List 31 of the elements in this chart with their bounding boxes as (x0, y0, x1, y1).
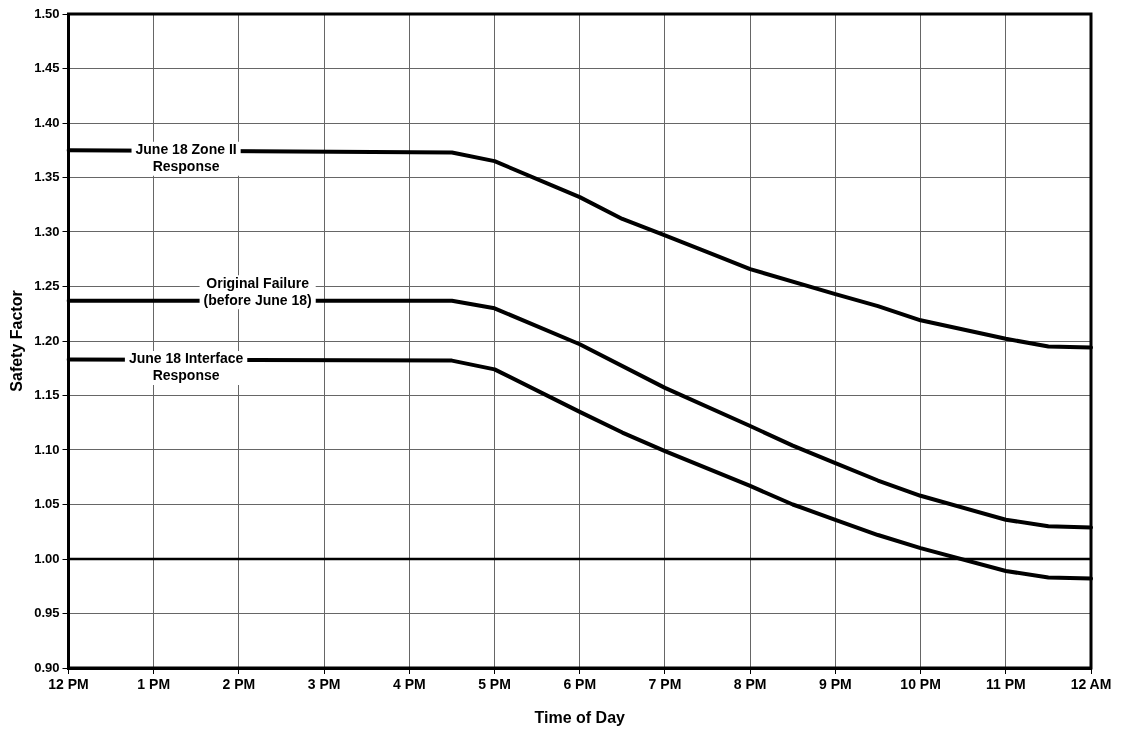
y-tick-label: 1.50 (34, 5, 60, 21)
y-tick-label: 1.10 (34, 441, 60, 457)
x-tick-label: 3 PM (307, 676, 341, 693)
y-tick-label: 1.05 (34, 496, 60, 512)
y-tick-label: 0.90 (34, 659, 60, 675)
y-tick-label: 1.40 (34, 114, 60, 130)
y-tick-label: 1.30 (34, 223, 60, 239)
x-tick-label: 1 PM (137, 676, 171, 693)
x-tick-label: 2 PM (222, 676, 256, 693)
x-axis-title: Time of Day (534, 708, 626, 726)
series-label: June 18 Interface Response (128, 350, 244, 384)
x-tick-label: 6 PM (563, 676, 597, 693)
y-tick-label: 1.25 (34, 278, 60, 294)
y-tick-label: 1.45 (34, 60, 60, 76)
y-tick-label: 0.95 (34, 605, 60, 621)
y-tick-label: 1.15 (34, 387, 60, 403)
x-tick-label: 10 PM (900, 676, 941, 693)
x-tick-label: 12 PM (48, 676, 89, 693)
x-tick-label: 12 AM (1070, 676, 1112, 693)
x-tick-label: 5 PM (478, 676, 511, 693)
y-tick-label: 1.35 (34, 169, 60, 185)
x-tick-label: 7 PM (648, 676, 682, 693)
x-tick-label: 8 PM (733, 676, 767, 693)
x-tick-label: 4 PM (392, 676, 426, 693)
y-tick-label: 1.20 (34, 332, 60, 348)
y-axis-title: Safety Factor (8, 290, 26, 392)
series-label: Original Failure (before June 18) (203, 274, 312, 308)
series-label: June 18 Zone II Response (135, 141, 237, 175)
x-tick-label: 11 PM (985, 676, 1026, 693)
x-tick-label: 9 PM (819, 676, 852, 693)
y-tick-label: 1.00 (34, 550, 60, 566)
